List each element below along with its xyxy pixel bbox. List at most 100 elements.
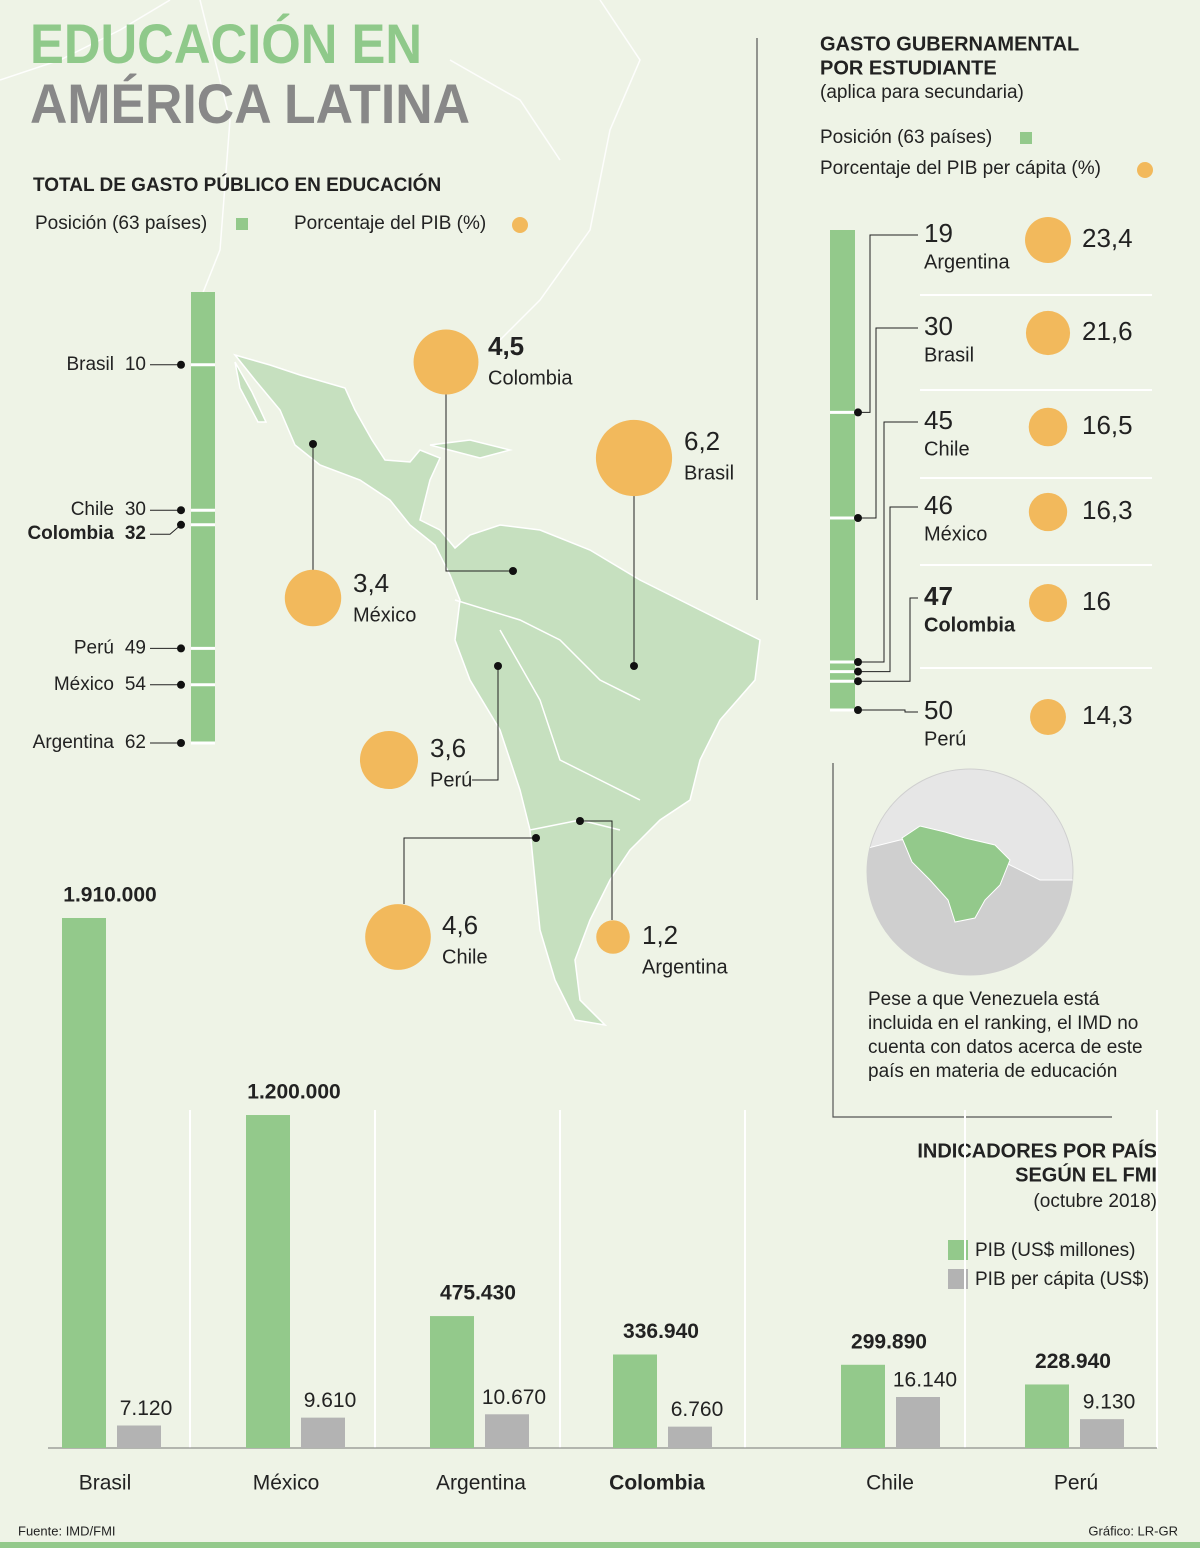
country-label: Perú — [74, 637, 114, 658]
bubble — [1028, 492, 1068, 532]
bubble-value: 6,2 — [684, 426, 720, 456]
rank-value: 47 — [924, 581, 953, 611]
value-label: 336.940 — [623, 1320, 699, 1343]
leader-dot — [854, 677, 862, 686]
leader-dot — [177, 739, 185, 747]
country-label: Chile — [442, 946, 488, 968]
footer-bar — [0, 1542, 1200, 1548]
leader-line — [580, 820, 613, 920]
bubble — [1025, 217, 1071, 263]
leader-dot — [177, 506, 185, 515]
leader-line — [858, 234, 918, 413]
legend-label: PIB per cápita (US$) — [975, 1269, 1149, 1290]
leader-dot — [177, 644, 185, 653]
bubble-value: 16,5 — [1082, 410, 1133, 440]
x-tick-label: Chile — [866, 1472, 914, 1495]
legend-swatch — [948, 1240, 968, 1260]
legend-swatch — [236, 218, 248, 230]
bar — [430, 1316, 474, 1448]
rank-value: 49 — [125, 637, 146, 658]
rank-value: 30 — [924, 311, 953, 341]
bubble — [284, 569, 342, 627]
leader-dot — [854, 658, 862, 666]
country-label: Colombia — [488, 367, 573, 389]
country-label: Brasil — [66, 354, 114, 375]
leader-line — [150, 524, 182, 535]
legend-swatch — [1020, 132, 1032, 144]
legend-label: Porcentaje del PIB per cápita (%) — [820, 158, 1101, 179]
rank-bar — [191, 292, 215, 743]
legend-label: Posición (63 países) — [35, 213, 207, 234]
bar — [62, 918, 106, 1448]
leader-dot — [854, 667, 862, 676]
value-label: 10.670 — [482, 1386, 546, 1409]
chart-title: INDICADORES POR PAÍS — [917, 1139, 1157, 1162]
value-label: 228.940 — [1035, 1350, 1111, 1373]
leader-line — [403, 837, 536, 904]
leader-dot — [309, 440, 317, 448]
leader-line — [858, 327, 918, 519]
bar — [613, 1354, 657, 1448]
legend-label: Posición (63 países) — [820, 127, 992, 148]
leader-line — [472, 666, 499, 781]
bubble — [1028, 407, 1068, 447]
country-label: México — [924, 523, 987, 545]
leader-dot — [532, 834, 540, 842]
bubble-value: 14,3 — [1082, 700, 1133, 730]
bar — [117, 1425, 161, 1448]
leader-line — [858, 597, 918, 682]
bubble — [1030, 699, 1066, 735]
x-tick-label: Colombia — [609, 1472, 705, 1495]
bubble — [596, 920, 630, 954]
bubble — [1025, 310, 1071, 356]
bubble-value: 1,2 — [642, 920, 678, 950]
legend-label: Porcentaje del PIB (%) — [294, 213, 486, 234]
value-label: 299.890 — [851, 1330, 927, 1353]
main-title: AMÉRICA LATINA — [30, 72, 470, 135]
rank-value: 10 — [125, 354, 146, 375]
main-title: EDUCACIÓN EN — [30, 12, 422, 75]
bar — [485, 1414, 529, 1448]
legend-swatch — [1137, 162, 1153, 178]
chart-subtitle: (octubre 2018) — [1033, 1191, 1157, 1212]
legend-label: PIB (US$ millones) — [975, 1240, 1136, 1261]
chart-title: SEGÚN EL FMI — [1015, 1162, 1157, 1186]
country-label: Colombia — [924, 614, 1016, 636]
map-land — [234, 361, 268, 423]
value-label: 9.130 — [1083, 1391, 1136, 1414]
value-label: 1.200.000 — [247, 1081, 340, 1104]
legend-swatch — [948, 1269, 968, 1289]
rank-value: 62 — [125, 732, 146, 753]
bubble-value: 3,6 — [430, 733, 466, 763]
leader-dot — [854, 514, 862, 522]
leader-dot — [177, 360, 185, 369]
source: Fuente: IMD/FMI — [18, 1523, 116, 1538]
leader-dot — [854, 706, 862, 714]
bar — [301, 1417, 345, 1448]
leader-dot — [494, 662, 502, 670]
bar — [841, 1364, 885, 1448]
value-label: 16.140 — [893, 1369, 957, 1392]
leader-line — [445, 394, 513, 572]
leader-dot — [177, 680, 185, 689]
rank-value: 30 — [125, 499, 146, 520]
country-label: Brasil — [684, 462, 734, 484]
country-label: Argentina — [924, 251, 1010, 273]
bar — [668, 1426, 712, 1448]
bubble-value: 16 — [1082, 586, 1111, 616]
rank-value: 19 — [924, 218, 953, 248]
bubble — [595, 419, 673, 497]
legend-swatch — [512, 217, 528, 233]
bubble — [365, 904, 431, 970]
chart-title: POR ESTUDIANTE — [820, 57, 997, 79]
bubble-value: 4,6 — [442, 910, 478, 940]
x-tick-label: Argentina — [436, 1472, 526, 1495]
x-tick-label: Perú — [1054, 1472, 1098, 1495]
chart-subtitle: (aplica para secundaria) — [820, 82, 1024, 103]
map-background — [0, 0, 641, 341]
bar — [1080, 1419, 1124, 1448]
leader-dot — [854, 408, 862, 417]
